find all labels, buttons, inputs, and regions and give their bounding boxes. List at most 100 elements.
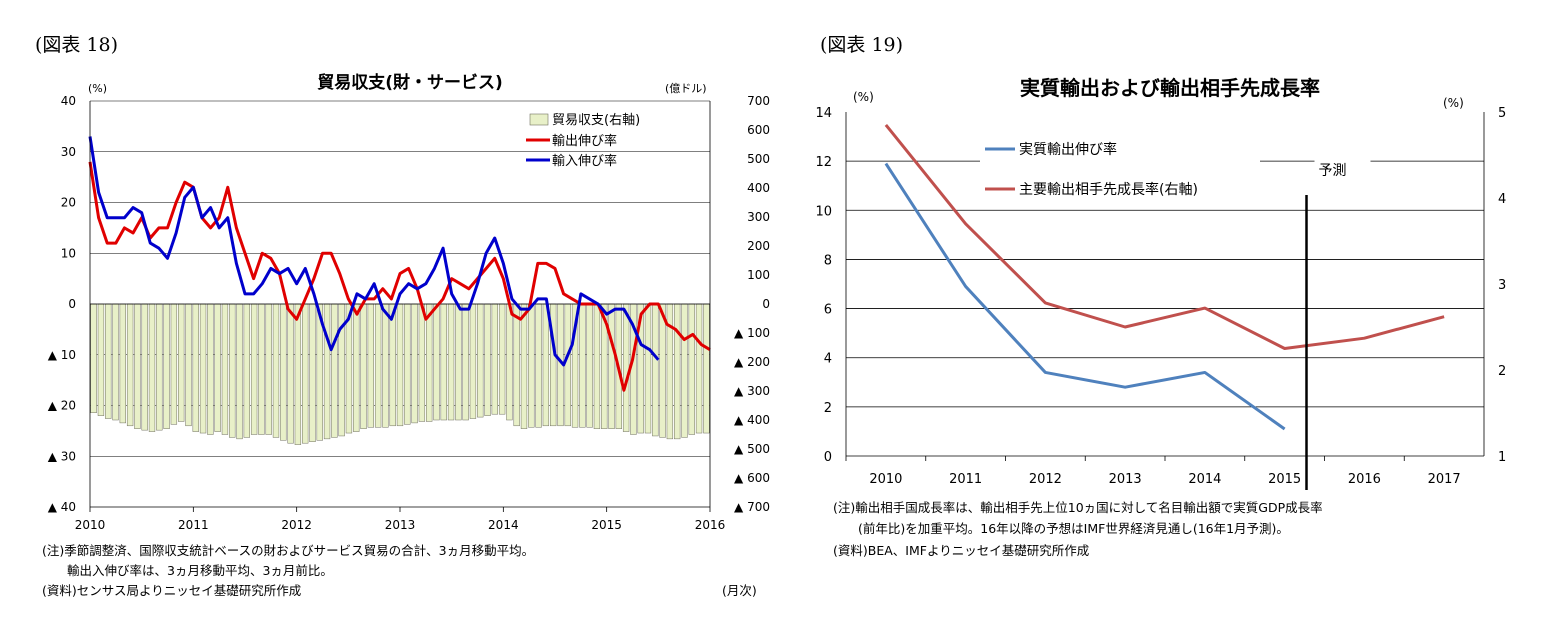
trade-balance-bar — [477, 303, 484, 418]
trade-balance-bar — [593, 303, 601, 429]
left-tick-label: 8 — [824, 253, 832, 268]
trade-balance-bar — [520, 303, 528, 429]
trade-balance-bar — [367, 303, 374, 428]
trade-balance-bar — [90, 303, 97, 413]
trade-balance-bar — [491, 303, 498, 415]
real-export-growth-line — [884, 162, 1286, 431]
trade-balance-bar — [411, 303, 418, 424]
figure-18-note-2: 輸出入伸び率は、3ヵ月移動平均、3ヵ月前比。 — [42, 563, 333, 578]
trade-balance-bar — [433, 303, 440, 421]
right-tick-label: 100 — [747, 268, 770, 282]
x-tick-label: 2011 — [178, 518, 209, 532]
trade-balance-bar — [105, 303, 112, 419]
trade-balance-bar — [331, 303, 338, 438]
right-tick-label: ▲ 200 — [734, 355, 770, 369]
left-tick-label: 4 — [824, 352, 832, 367]
trade-balance-bar — [119, 303, 126, 424]
trade-balance-bar — [207, 303, 214, 435]
figure-18-source: (資料)センサス局よりニッセイ基礎研究所作成 — [42, 583, 302, 598]
trade-balance-bar — [469, 303, 477, 419]
trade-balance-bar — [141, 303, 148, 431]
x-tick-label: 2012 — [1029, 472, 1062, 487]
left-tick-label: 10 — [815, 204, 832, 219]
right-tick-label: ▲ 600 — [734, 471, 770, 485]
trade-balance-bar — [272, 303, 280, 438]
trade-balance-bar — [258, 303, 265, 435]
legend-label-line: 輸入伸び率 — [552, 153, 617, 169]
left-tick-label: 2 — [824, 401, 832, 416]
x-tick-label: 2015 — [1268, 472, 1301, 487]
right-axis-unit: (億ドル) — [665, 82, 707, 95]
legend-box — [980, 136, 1260, 202]
right-tick-label: 400 — [747, 181, 770, 195]
trade-balance-bar — [360, 303, 367, 429]
trade-balance-bar — [199, 303, 207, 434]
x-tick-label: 2014 — [488, 518, 519, 532]
right-tick-label: 700 — [747, 94, 770, 108]
trade-balance-bar — [243, 303, 250, 438]
figure-18-month-note: (月次) — [722, 583, 757, 598]
figure-19-note-2: (前年比)を加重平均。16年以降の予想はIMF世界経済見通し(16年1月予測)。 — [833, 521, 1289, 536]
trade-balance-bar — [236, 303, 243, 440]
trade-balance-bar — [353, 303, 360, 432]
trade-balance-bar — [703, 303, 710, 434]
right-tick-label: ▲ 500 — [734, 442, 770, 456]
x-tick-label: 2012 — [281, 518, 312, 532]
x-tick-label: 2014 — [1188, 472, 1221, 487]
x-tick-label: 2013 — [385, 518, 416, 532]
trade-balance-bar — [345, 303, 353, 434]
trade-balance-bar — [659, 303, 666, 438]
right-tick-label: 4 — [1498, 192, 1506, 207]
right-axis-unit: (%) — [1443, 96, 1464, 110]
right-tick-label: ▲ 100 — [734, 326, 770, 340]
right-tick-label: 1 — [1498, 450, 1506, 465]
legend-label-trade-balance: 貿易収支(右軸) — [552, 113, 640, 128]
left-tick-label: ▲ 10 — [48, 348, 76, 362]
figure-19-note-1: (注)輸出相手国成長率は、輸出相手先上位10ヵ国に対して名目輸出額で実質GDP成… — [833, 500, 1323, 515]
trade-balance-bar — [426, 303, 433, 422]
trade-balance-bar — [185, 303, 192, 427]
trade-balance-bar — [389, 303, 396, 427]
trade-balance-bar — [126, 303, 134, 427]
right-tick-label: 3 — [1498, 278, 1506, 293]
right-tick-label: 600 — [747, 123, 770, 137]
trade-balance-bar — [112, 303, 119, 421]
figure-19-source: (資料)BEA、IMFよりニッセイ基礎研究所作成 — [833, 543, 1090, 558]
left-axis-unit: (%) — [853, 90, 874, 104]
trade-balance-bar — [462, 303, 469, 421]
forecast-label-bg — [1314, 157, 1371, 181]
trade-balance-bar — [564, 303, 571, 427]
trade-balance-bar — [214, 303, 221, 432]
trade-balance-bar — [652, 303, 659, 437]
trade-balance-bar — [374, 303, 382, 428]
left-tick-label: 14 — [815, 106, 832, 121]
legend-label-partner: 主要輸出相手先成長率(右軸) — [1019, 181, 1198, 198]
figure-18-label: (図表 18) — [35, 34, 119, 56]
right-tick-label: ▲ 400 — [734, 413, 770, 427]
trade-balance-bar — [586, 303, 593, 428]
x-tick-label: 2010 — [75, 518, 106, 532]
trade-balance-bar — [287, 303, 294, 444]
trade-balance-bar — [440, 303, 447, 421]
trade-balance-bar — [323, 303, 331, 440]
trade-balance-bar — [294, 303, 302, 445]
right-tick-label: 2 — [1498, 364, 1506, 379]
left-tick-label: 6 — [824, 303, 832, 318]
trade-balance-bar — [418, 303, 426, 422]
left-tick-label: 10 — [61, 246, 76, 260]
trade-balance-bar — [681, 303, 688, 438]
left-tick-label: ▲ 20 — [48, 399, 76, 413]
trade-balance-bar — [447, 303, 455, 421]
trade-balance-bar — [156, 303, 163, 431]
trade-balance-bar — [170, 303, 178, 425]
x-tick-label: 2016 — [695, 518, 726, 532]
legend-swatch-trade-balance — [529, 113, 549, 126]
chart-title: 貿易収支(財・サービス) — [317, 72, 503, 93]
trade-balance-bar — [644, 303, 652, 434]
right-tick-label: ▲ 300 — [734, 384, 770, 398]
chart-title: 実質輸出および輸出相手先成長率 — [1020, 76, 1320, 100]
left-tick-label: ▲ 40 — [48, 500, 76, 514]
figure-18-note-1: (注)季節調整済、国際収支統計ベースの財およびサービス貿易の合計、3ヵ月移動平均… — [42, 543, 535, 558]
figure-19-label: (図表 19) — [820, 34, 904, 56]
